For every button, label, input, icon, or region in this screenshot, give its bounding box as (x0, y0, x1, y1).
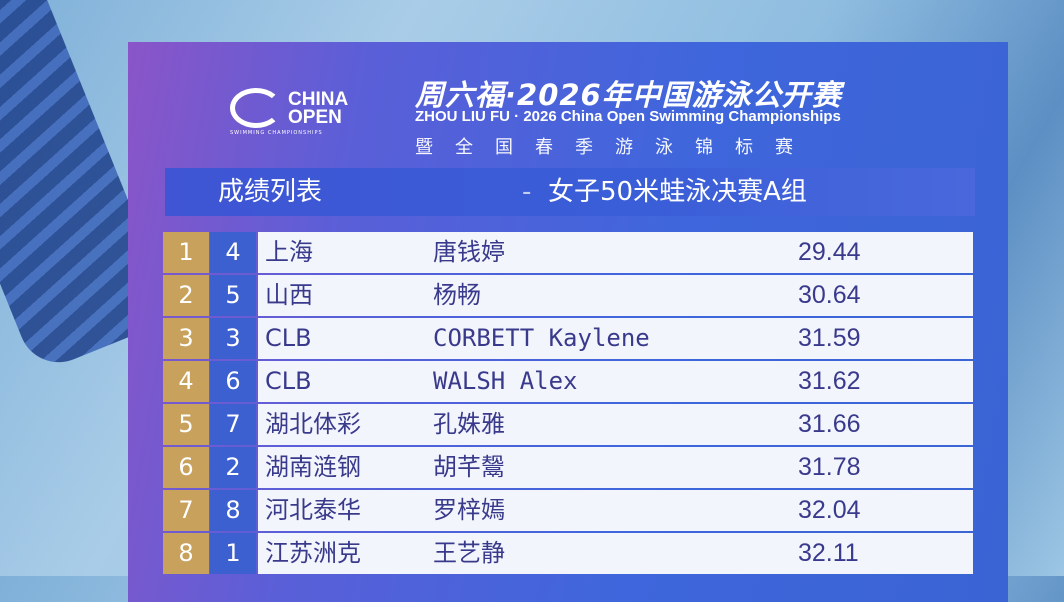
team: 江苏洲克 (265, 539, 361, 567)
title-chinese: 周六福·2026年中国游泳公开赛 (415, 78, 842, 112)
finish-time: 32.11 (798, 539, 859, 567)
lane-cell: 3 (210, 318, 256, 359)
athlete-cell: 山西 杨畅 30.64 (258, 275, 973, 316)
athlete-cell: 上海 唐钱婷 29.44 (258, 232, 973, 273)
team: CLB (265, 367, 312, 395)
result-list-bar: 成绩列表 - 女子50米蛙泳决赛A组 (165, 168, 975, 216)
lane-cell: 2 (210, 447, 256, 488)
result-row: 7 8 河北泰华 罗梓嫣 32.04 (163, 490, 975, 531)
team: 山西 (265, 281, 313, 309)
finish-time: 29.44 (798, 238, 861, 266)
lane-cell: 5 (210, 275, 256, 316)
rank-cell: 6 (163, 447, 209, 488)
team: 河北泰华 (265, 496, 361, 524)
rank-cell: 2 (163, 275, 209, 316)
team: 湖北体彩 (265, 410, 361, 438)
result-row: 1 4 上海 唐钱婷 29.44 (163, 232, 975, 273)
logo-word-1: CHINA (288, 89, 349, 110)
logo-word-2: OPEN (288, 107, 342, 128)
athlete-name: WALSH Alex (433, 367, 578, 395)
rank-cell: 8 (163, 533, 209, 574)
china-open-logo: CHINA OPEN SWIMMING CHAMPIONSHIPS (230, 84, 370, 138)
athlete-cell: 湖北体彩 孔姝雅 31.66 (258, 404, 973, 445)
team: 湖南涟钢 (265, 453, 361, 481)
athlete-name: 王艺静 (433, 539, 505, 567)
lane-cell: 6 (210, 361, 256, 402)
title-english: ZHOU LIU FU · 2026 China Open Swimming C… (415, 108, 841, 125)
result-row: 3 3 CLB CORBETT Kaylene 31.59 (163, 318, 975, 359)
finish-time: 31.59 (798, 324, 861, 352)
result-row: 6 2 湖南涟钢 胡芊鬶 31.78 (163, 447, 975, 488)
logo-subtext: SWIMMING CHAMPIONSHIPS (230, 130, 323, 136)
rank-cell: 1 (163, 232, 209, 273)
athlete-name: 杨畅 (433, 281, 481, 309)
athlete-name: 胡芊鬶 (433, 453, 505, 481)
team: CLB (265, 324, 312, 352)
athlete-name: 罗梓嫣 (433, 496, 505, 524)
finish-time: 31.66 (798, 410, 861, 438)
lane-cell: 1 (210, 533, 256, 574)
finish-time: 32.04 (798, 496, 861, 524)
athlete-cell: 河北泰华 罗梓嫣 32.04 (258, 490, 973, 531)
rank-cell: 5 (163, 404, 209, 445)
rank-cell: 7 (163, 490, 209, 531)
athlete-name: 孔姝雅 (433, 410, 505, 438)
athlete-name: CORBETT Kaylene (433, 324, 650, 352)
event-name: 女子50米蛙泳决赛A组 (548, 177, 807, 207)
lane-cell: 4 (210, 232, 256, 273)
result-row: 5 7 湖北体彩 孔姝雅 31.66 (163, 404, 975, 445)
swimmer-swirl-icon (230, 88, 282, 128)
lane-cell: 7 (210, 404, 256, 445)
rank-cell: 3 (163, 318, 209, 359)
athlete-cell: 江苏洲克 王艺静 32.11 (258, 533, 973, 574)
finish-time: 31.78 (798, 453, 861, 481)
result-list-label: 成绩列表 (218, 177, 323, 207)
athlete-cell: 湖南涟钢 胡芊鬶 31.78 (258, 447, 973, 488)
athlete-cell: CLB CORBETT Kaylene 31.59 (258, 318, 973, 359)
finish-time: 30.64 (798, 281, 861, 309)
result-row: 4 6 CLB WALSH Alex 31.62 (163, 361, 975, 402)
team: 上海 (265, 238, 313, 266)
athlete-cell: CLB WALSH Alex 31.62 (258, 361, 973, 402)
finish-time: 31.62 (798, 367, 861, 395)
separator: - (522, 177, 532, 207)
subtitle-chinese: 暨全国春季游泳锦标赛 (415, 137, 815, 158)
rank-cell: 4 (163, 361, 209, 402)
lane-cell: 8 (210, 490, 256, 531)
result-row: 2 5 山西 杨畅 30.64 (163, 275, 975, 316)
result-row: 8 1 江苏洲克 王艺静 32.11 (163, 533, 975, 574)
athlete-name: 唐钱婷 (433, 238, 505, 266)
